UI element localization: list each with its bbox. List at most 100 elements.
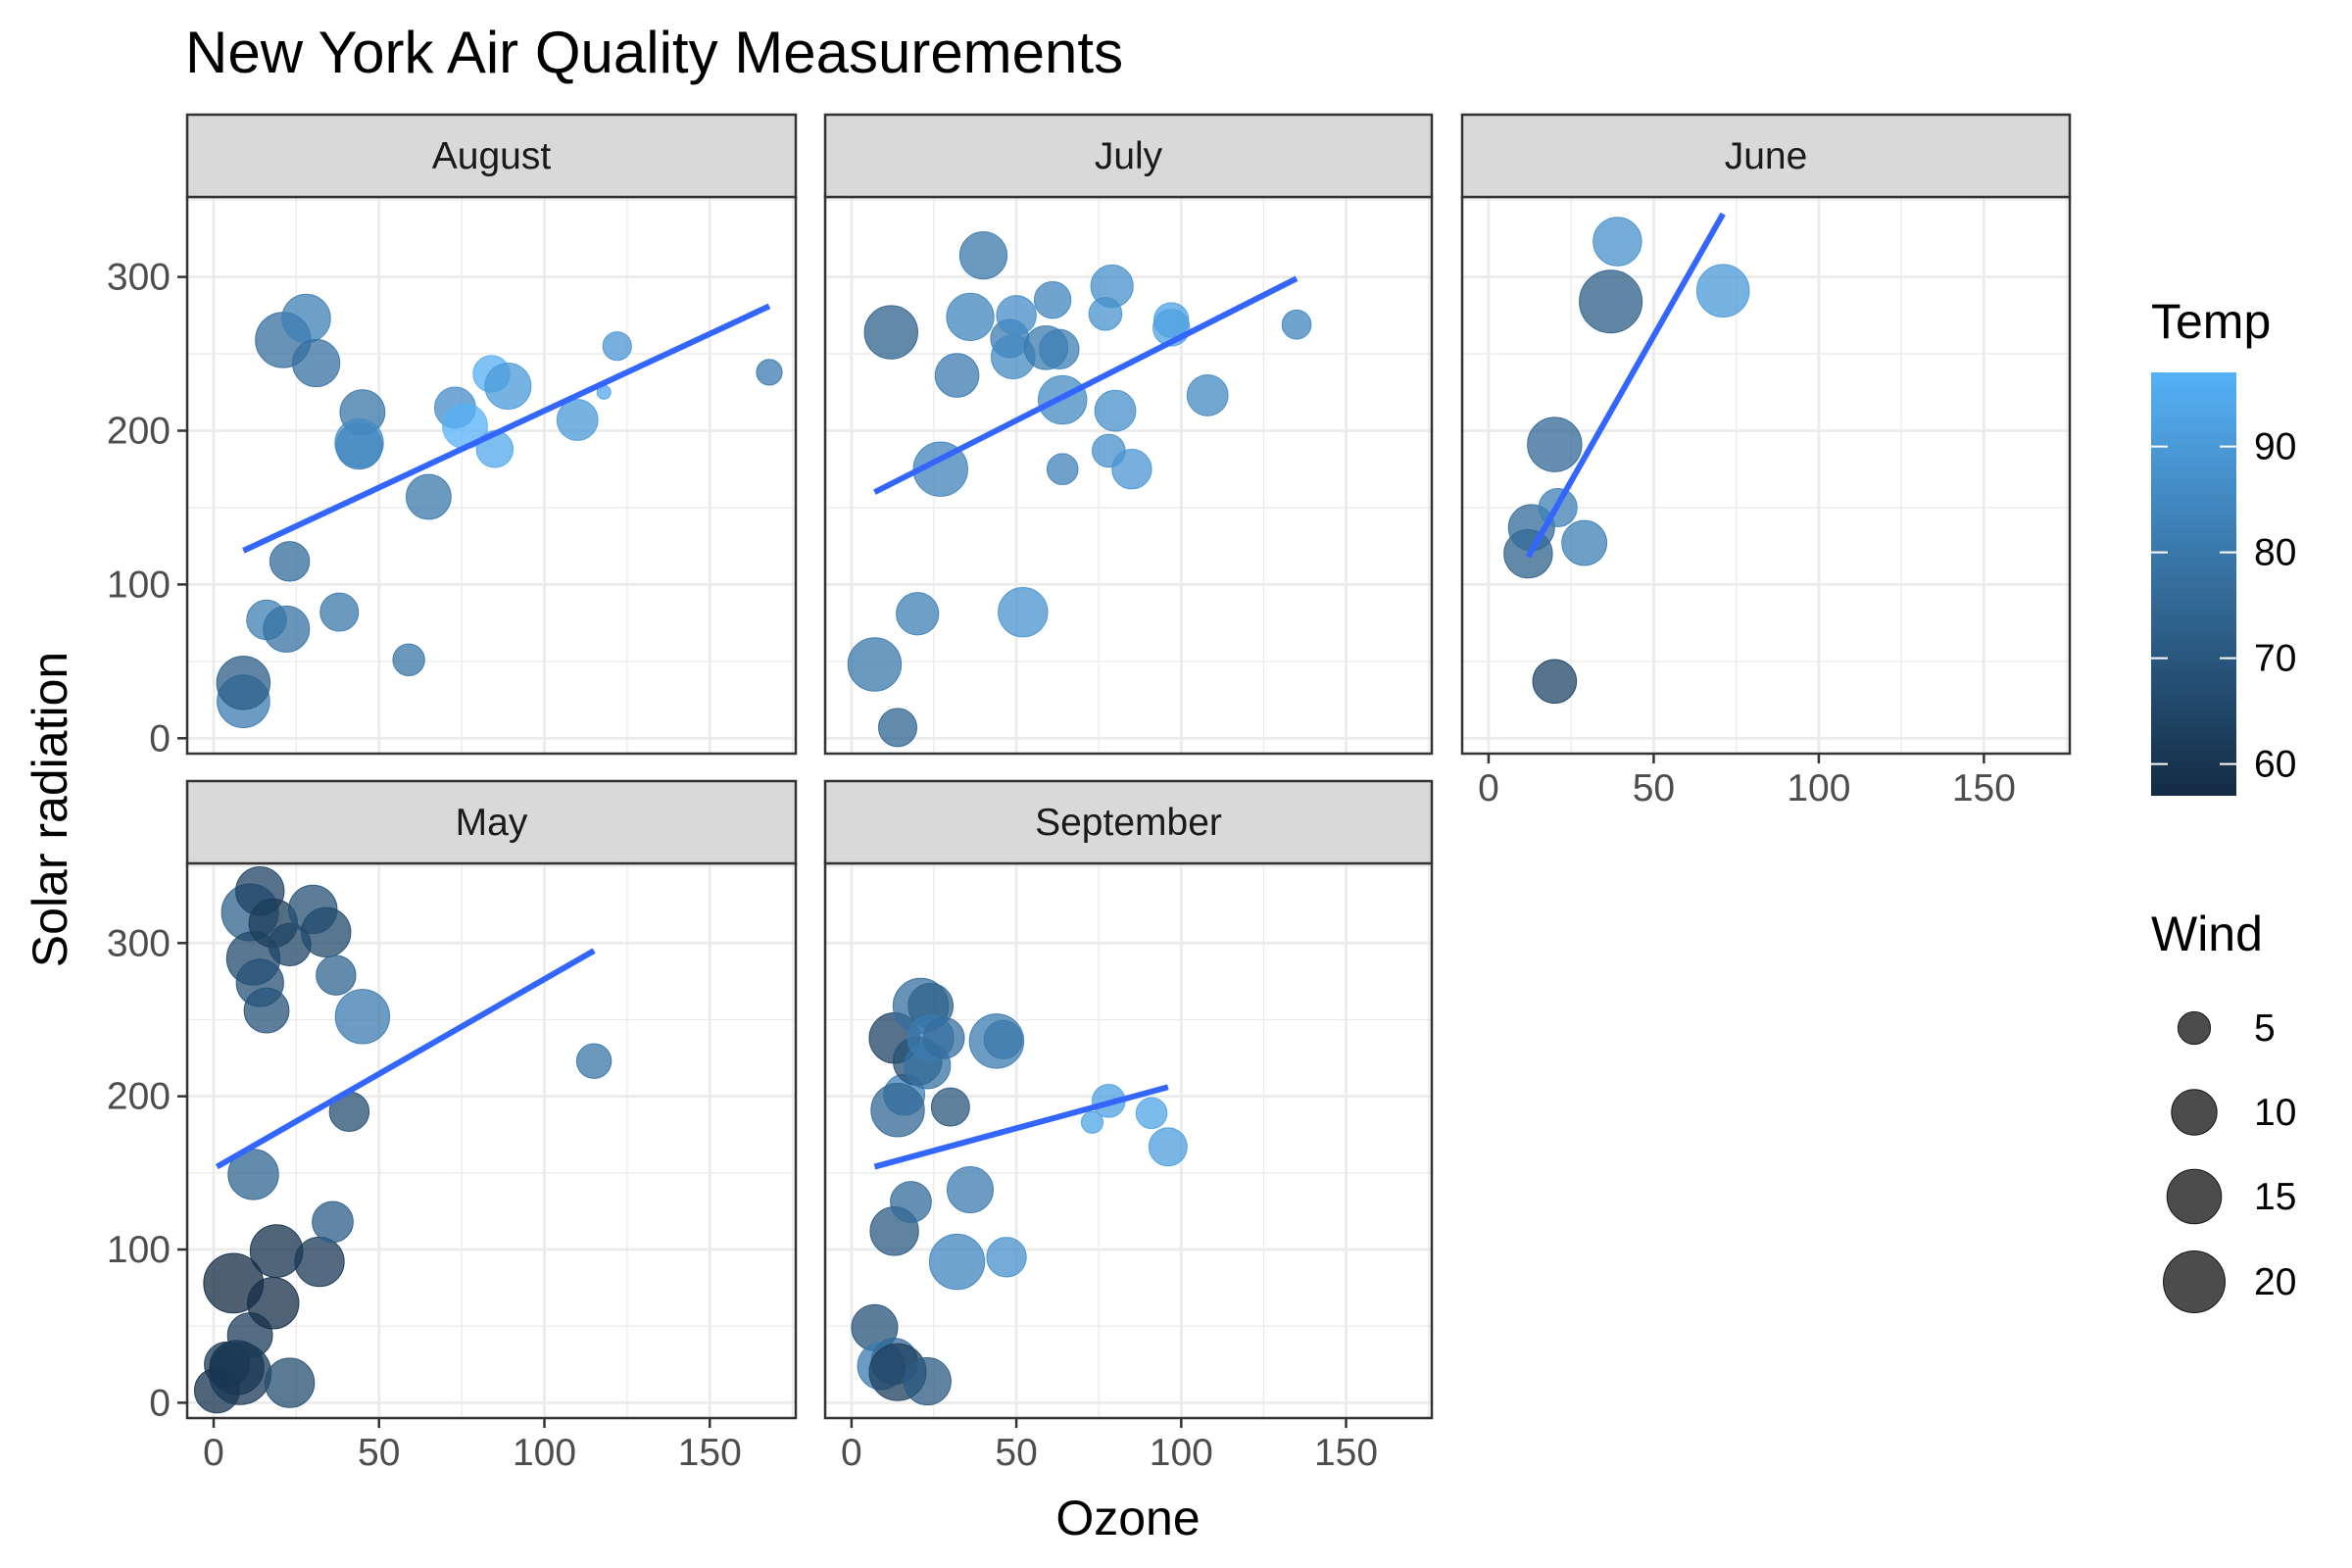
panel-september: September 0 50 100 150 [823,779,1434,1474]
data-point [1579,270,1643,334]
data-point [556,399,599,441]
panel-grid [825,863,1432,1418]
y-axis-title: Solar radiation [23,652,77,967]
trend-line [873,275,1298,495]
data-point [958,231,1008,280]
temp-legend-label: 90 [2254,426,2296,468]
data-point [1153,302,1190,338]
data-point [484,362,532,410]
data-point [216,656,271,710]
y-tick-label: 200 [107,410,171,452]
x-tick-label: 150 [1314,1432,1378,1474]
wind-legend-label: 5 [2254,1007,2276,1050]
data-point [947,1166,995,1214]
y-tick-label: 300 [107,257,171,299]
data-point [870,1083,925,1138]
facet-strip-label: July [1095,135,1163,177]
data-point [1046,453,1079,486]
facet-strip-label: June [1725,135,1808,177]
facet-strip [185,779,798,865]
facet-strip [1460,113,2072,199]
facet-strip-label: August [432,135,552,177]
data-point [1186,374,1229,416]
x-tick-label: 50 [358,1432,400,1474]
data-point [903,1356,952,1406]
y-tick-label: 0 [149,1382,171,1424]
data-point [294,1236,345,1288]
panel-points [851,977,1188,1406]
data-point [263,605,311,653]
data-point [575,1043,612,1079]
data-point [319,592,360,632]
panel-grid [1462,197,2070,754]
panel-august: August 0 100 200 300 [107,113,798,760]
data-point [247,1277,300,1330]
data-point [392,643,425,676]
wind-legend-title: Wind [2151,906,2263,961]
wind-size-legend: Wind 5 10 15 20 [2151,906,2296,1313]
data-point [922,1016,965,1059]
temp-legend-label: 60 [2254,744,2296,786]
temp-colorbar [2151,372,2236,796]
data-point [264,1357,316,1408]
data-point [930,1087,970,1127]
facet-strip-label: May [456,802,528,844]
wind-legend-label: 20 [2254,1261,2296,1303]
y-tick-label: 100 [107,564,171,606]
data-point [1527,416,1583,472]
data-point [1111,449,1152,490]
panel-points [847,231,1312,748]
data-point [878,708,918,748]
x-tick-label: 100 [513,1432,576,1474]
x-axis-title: Ozone [1055,1491,1200,1545]
wind-legend-key [2171,1089,2218,1136]
panel-points [216,293,783,728]
data-point [946,292,995,341]
facet-strip [823,779,1434,865]
chart-title: New York Air Quality Measurements [185,20,1123,85]
data-point [1094,389,1137,432]
x-tick-label: 50 [1633,767,1675,809]
x-tick-label: 100 [1150,1432,1213,1474]
data-point [863,305,918,360]
data-point [912,441,968,497]
data-point [334,989,391,1045]
wind-legend-key [2163,1250,2226,1313]
data-point [1033,280,1072,319]
trend-line [242,303,771,554]
facet-panels: August 0 100 200 300 July June 0 50 100 150 May 0 100… [107,113,2072,1474]
data-point [890,1181,932,1223]
panel-points [1503,217,1750,705]
x-tick-label: 0 [1478,767,1499,809]
data-point [602,331,632,362]
panel-july: July [823,113,1434,756]
data-point [847,637,903,692]
data-point [281,293,331,344]
data-point [998,586,1049,638]
data-point [312,1200,354,1244]
wind-legend-key [2177,1010,2212,1046]
trend-line [215,948,596,1170]
data-point [1561,519,1608,566]
data-point [1135,1097,1168,1130]
x-tick-label: 0 [203,1432,224,1474]
y-tick-label: 200 [107,1076,171,1118]
data-point [1695,264,1750,318]
data-point [1532,659,1578,705]
temp-legend-label: 70 [2254,638,2296,680]
data-point [316,955,357,996]
temp-legend-label: 80 [2254,532,2296,574]
temp-color-legend: Temp 60 70 80 90 [2151,294,2296,796]
data-point [896,592,940,636]
facet-strip [185,113,798,199]
trend-line [1525,212,1726,559]
facet-strip [823,113,1434,199]
x-tick-label: 150 [678,1432,742,1474]
data-point [301,906,352,958]
x-tick-label: 0 [841,1432,862,1474]
x-tick-label: 150 [1952,767,2016,809]
y-tick-label: 0 [149,717,171,760]
data-point [334,417,384,468]
data-point [983,1019,1023,1059]
